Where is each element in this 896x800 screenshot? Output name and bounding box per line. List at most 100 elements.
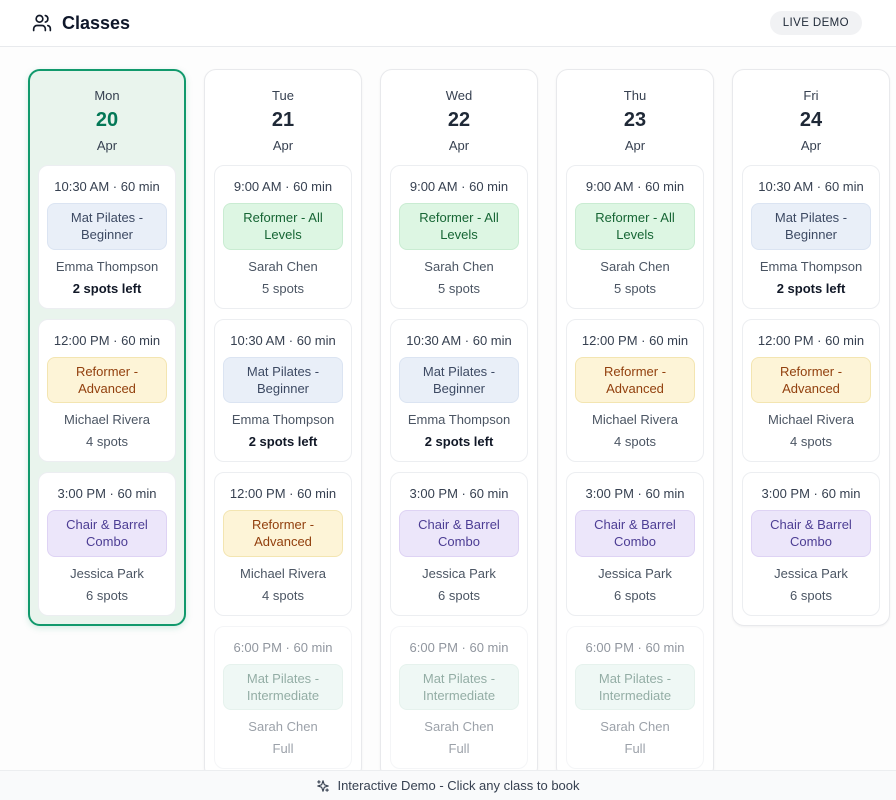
day-column: Tue 21 Apr 9:00 AM · 60 min Reformer - A… (204, 69, 362, 770)
class-list: 10:30 AM · 60 min Mat Pilates - Beginner… (742, 165, 880, 616)
class-card[interactable]: 10:30 AM · 60 min Mat Pilates - Beginner… (742, 165, 880, 309)
class-card[interactable]: 12:00 PM · 60 min Reformer - Advanced Mi… (742, 318, 880, 463)
day-name: Thu (623, 88, 647, 103)
class-card[interactable]: 12:00 PM · 60 min Reformer - Advanced Mi… (214, 472, 352, 616)
day-name: Wed (445, 88, 473, 103)
week-grid: Mon 20 Apr 10:30 AM · 60 min Mat Pilates… (0, 47, 896, 770)
spots-status: 6 spots (614, 587, 656, 603)
class-card[interactable]: 10:30 AM · 60 min Mat Pilates - Beginner… (38, 165, 176, 309)
spots-status: Full (448, 741, 470, 757)
day-header[interactable]: Tue 21 Apr (214, 79, 352, 165)
spots-status: 2 spots left (776, 280, 846, 296)
class-card[interactable]: 9:00 AM · 60 min Reformer - All Levels S… (566, 165, 704, 309)
class-name-badge: Reformer - All Levels (575, 203, 695, 250)
class-name-badge: Reformer - Advanced (575, 356, 695, 404)
class-time: 10:30 AM · 60 min (54, 179, 160, 194)
day-month: Apr (624, 138, 646, 153)
spots-status: Full (272, 741, 294, 757)
class-name-badge: Mat Pilates - Intermediate (399, 663, 519, 711)
header-title-group: Classes (32, 13, 130, 34)
class-card[interactable]: 9:00 AM · 60 min Reformer - All Levels S… (214, 165, 352, 309)
instructor-name: Sarah Chen (248, 258, 318, 274)
day-column: Mon 20 Apr 10:30 AM · 60 min Mat Pilates… (28, 69, 186, 626)
class-name-badge: Reformer - Advanced (223, 510, 343, 557)
spots-status: 6 spots (86, 587, 128, 603)
day-month: Apr (448, 138, 470, 153)
class-time: 6:00 PM · 60 min (409, 639, 509, 655)
spots-status: 4 spots (86, 434, 128, 450)
class-card[interactable]: 3:00 PM · 60 min Chair & Barrel Combo Je… (566, 472, 704, 616)
instructor-name: Sarah Chen (600, 719, 670, 735)
class-time: 6:00 PM · 60 min (233, 639, 333, 655)
day-month: Apr (800, 138, 822, 153)
class-name-badge: Chair & Barrel Combo (399, 510, 519, 557)
day-name: Mon (94, 88, 120, 103)
day-date: 20 (95, 109, 119, 131)
class-card[interactable]: 3:00 PM · 60 min Chair & Barrel Combo Je… (38, 472, 176, 616)
class-time: 10:30 AM · 60 min (406, 332, 512, 348)
spots-status: 2 spots left (424, 434, 494, 450)
spots-status: 5 spots (614, 280, 656, 296)
instructor-name: Michael Rivera (592, 412, 678, 428)
instructor-name: Emma Thompson (759, 258, 863, 274)
class-time: 3:00 PM · 60 min (409, 486, 509, 502)
class-name-badge: Reformer - Advanced (47, 356, 167, 404)
footer-banner: Interactive Demo - Click any class to bo… (0, 770, 896, 800)
day-header[interactable]: Fri 24 Apr (742, 79, 880, 165)
spots-status: 6 spots (790, 587, 832, 603)
class-time: 10:30 AM · 60 min (230, 332, 336, 348)
class-time: 3:00 PM · 60 min (57, 486, 157, 502)
class-card[interactable]: 3:00 PM · 60 min Chair & Barrel Combo Je… (742, 472, 880, 616)
instructor-name: Sarah Chen (424, 258, 494, 274)
class-time: 9:00 AM · 60 min (585, 179, 685, 194)
page-title: Classes (62, 12, 131, 33)
class-list: 9:00 AM · 60 min Reformer - All Levels S… (214, 165, 352, 770)
instructor-name: Michael Rivera (768, 412, 854, 428)
instructor-name: Emma Thompson (231, 412, 335, 428)
day-date: 21 (271, 109, 295, 131)
class-time: 6:00 PM · 60 min (585, 639, 685, 655)
app-header: Classes LIVE DEMO (0, 0, 896, 47)
class-card: 6:00 PM · 60 min Mat Pilates - Intermedi… (214, 625, 352, 770)
class-time: 12:00 PM · 60 min (757, 332, 865, 348)
class-name-badge: Mat Pilates - Intermediate (223, 663, 343, 711)
spots-status: 5 spots (438, 280, 480, 296)
class-name-badge: Mat Pilates - Intermediate (575, 663, 695, 711)
day-name: Tue (272, 88, 294, 103)
day-header[interactable]: Thu 23 Apr (566, 79, 704, 165)
class-name-badge: Reformer - Advanced (751, 356, 871, 404)
instructor-name: Jessica Park (774, 565, 848, 581)
instructor-name: Jessica Park (598, 565, 672, 581)
day-column: Wed 22 Apr 9:00 AM · 60 min Reformer - A… (380, 69, 538, 770)
class-name-badge: Mat Pilates - Beginner (47, 203, 167, 250)
class-time: 10:30 AM · 60 min (758, 179, 864, 194)
day-date: 23 (623, 109, 647, 131)
class-card[interactable]: 3:00 PM · 60 min Chair & Barrel Combo Je… (390, 472, 528, 616)
class-card[interactable]: 10:30 AM · 60 min Mat Pilates - Beginner… (390, 318, 528, 463)
class-card: 6:00 PM · 60 min Mat Pilates - Intermedi… (566, 625, 704, 770)
instructor-name: Sarah Chen (600, 258, 670, 274)
class-card[interactable]: 10:30 AM · 60 min Mat Pilates - Beginner… (214, 318, 352, 463)
class-card[interactable]: 9:00 AM · 60 min Reformer - All Levels S… (390, 165, 528, 309)
instructor-name: Jessica Park (422, 565, 496, 581)
spots-status: 4 spots (262, 587, 304, 603)
live-demo-badge: LIVE DEMO (769, 11, 862, 35)
class-card[interactable]: 12:00 PM · 60 min Reformer - Advanced Mi… (38, 318, 176, 463)
class-list: 9:00 AM · 60 min Reformer - All Levels S… (390, 165, 528, 770)
spots-status: 2 spots left (72, 280, 142, 296)
spots-status: 6 spots (438, 587, 480, 603)
class-card: 6:00 PM · 60 min Mat Pilates - Intermedi… (390, 625, 528, 770)
class-name-badge: Mat Pilates - Beginner (223, 356, 343, 404)
instructor-name: Jessica Park (70, 565, 144, 581)
instructor-name: Sarah Chen (424, 719, 494, 735)
class-card[interactable]: 12:00 PM · 60 min Reformer - Advanced Mi… (566, 318, 704, 463)
day-name: Fri (803, 88, 819, 103)
class-name-badge: Reformer - All Levels (399, 203, 519, 250)
class-time: 3:00 PM · 60 min (761, 486, 861, 502)
day-date: 24 (799, 109, 823, 131)
day-header[interactable]: Mon 20 Apr (38, 79, 176, 165)
class-time: 12:00 PM · 60 min (581, 332, 689, 348)
spots-status: 2 spots left (248, 434, 318, 450)
day-header[interactable]: Wed 22 Apr (390, 79, 528, 165)
footer-text: Interactive Demo - Click any class to bo… (337, 778, 580, 793)
